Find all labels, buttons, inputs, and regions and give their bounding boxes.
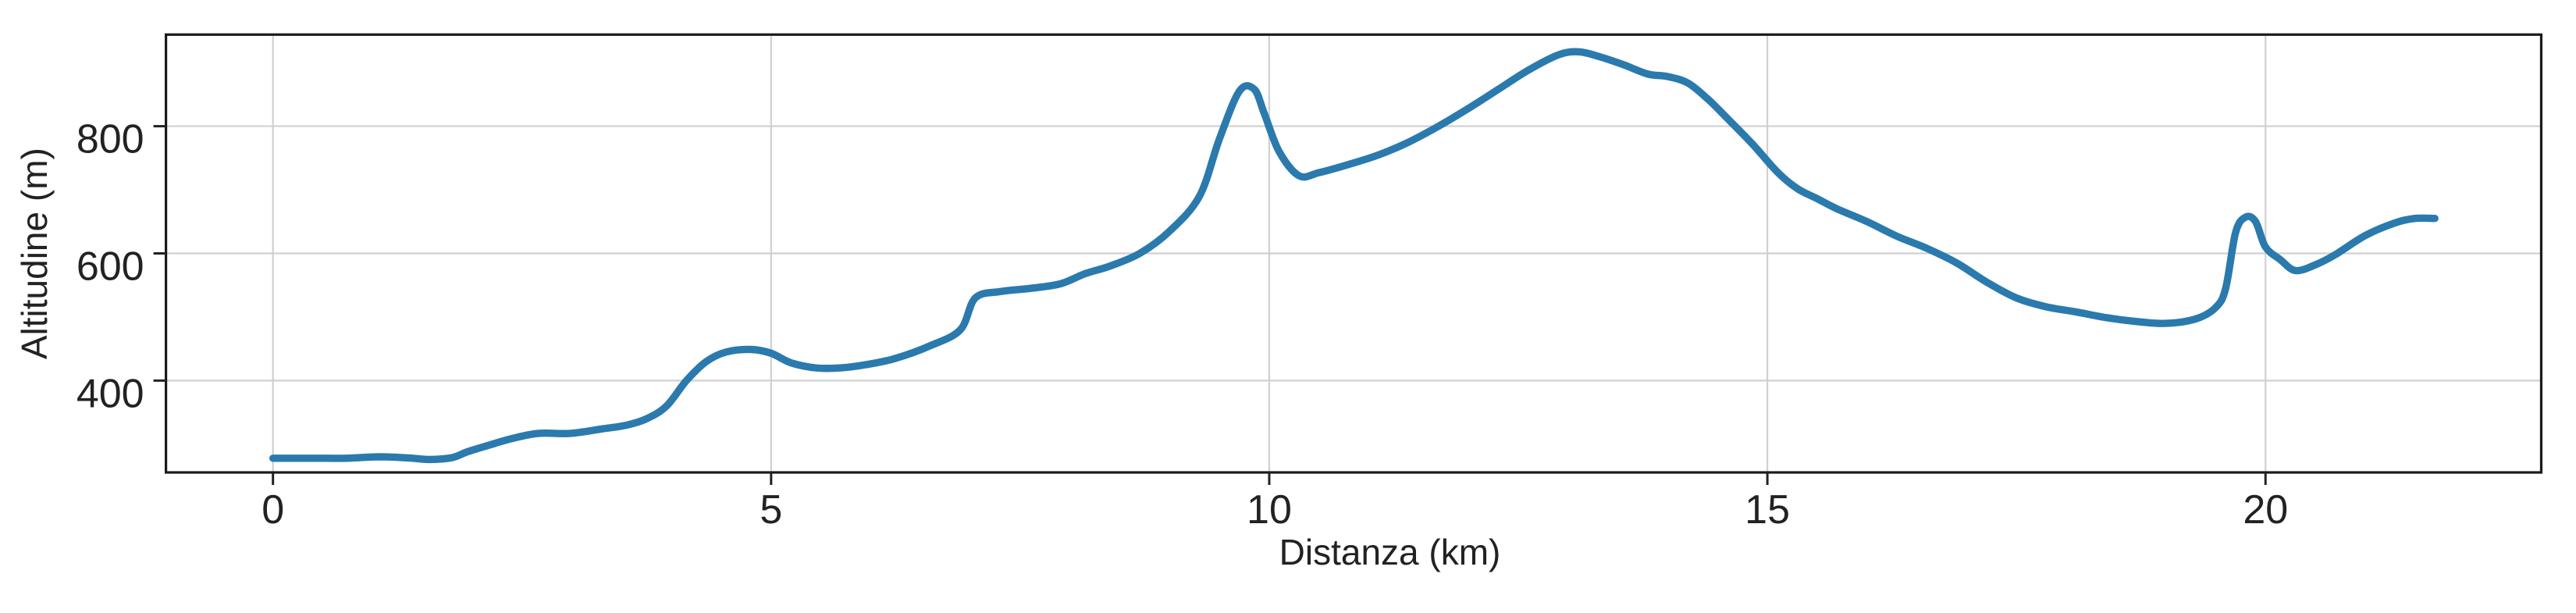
svg-text:600: 600 [76, 244, 144, 290]
svg-text:5: 5 [760, 487, 782, 533]
svg-text:20: 20 [2243, 487, 2288, 533]
svg-text:800: 800 [76, 117, 144, 162]
svg-text:Altitudine (m): Altitudine (m) [14, 148, 55, 359]
svg-text:10: 10 [1247, 487, 1292, 533]
svg-text:Distanza (km): Distanza (km) [1279, 532, 1501, 572]
svg-text:0: 0 [262, 487, 284, 533]
svg-text:400: 400 [76, 371, 144, 416]
svg-text:15: 15 [1745, 487, 1790, 533]
